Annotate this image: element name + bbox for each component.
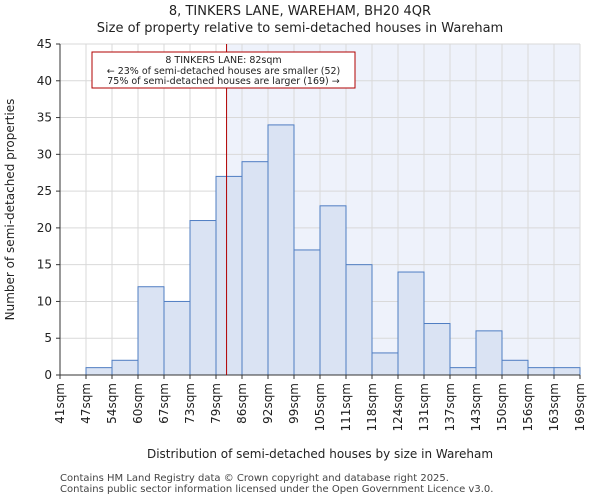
bar (397, 271, 425, 376)
x-tick-label: 137sqm (443, 383, 457, 431)
x-tick-label: 118sqm (365, 383, 379, 431)
x-axis-label: Distribution of semi-detached houses by … (147, 447, 493, 461)
bar (501, 359, 529, 376)
annotation-box (91, 51, 356, 89)
footer-line-1: Contains HM Land Registry data © Crown c… (60, 473, 449, 484)
x-tick-label: 169sqm (573, 383, 587, 431)
y-tick-label: 15 (37, 258, 52, 272)
bar (319, 205, 347, 376)
bar (85, 367, 113, 376)
x-tick-label: 99sqm (287, 383, 301, 424)
x-tick-label: 86sqm (235, 383, 249, 424)
x-tick-label: 124sqm (391, 383, 405, 431)
bar (371, 352, 399, 376)
bar (137, 286, 165, 376)
bar (345, 264, 373, 376)
y-tick-label: 5 (44, 331, 52, 345)
y-tick-label: 20 (37, 221, 52, 235)
x-tick-label: 67sqm (157, 383, 171, 424)
chart-title: 8, TINKERS LANE, WAREHAM, BH20 4QR (168, 4, 432, 19)
bar (423, 323, 451, 376)
x-tick-label: 79sqm (209, 383, 223, 424)
bar (111, 359, 139, 376)
x-tick-label: 163sqm (547, 383, 561, 431)
x-tick-label: 73sqm (183, 383, 197, 424)
y-tick-label: 0 (44, 368, 52, 382)
bar (241, 161, 269, 376)
y-tick-label: 40 (37, 74, 52, 88)
x-tick-label: 156sqm (521, 383, 535, 431)
x-tick-label: 60sqm (131, 383, 145, 424)
bar (215, 175, 243, 376)
annotation-line-2: ← 23% of semi-detached houses are smalle… (107, 66, 341, 77)
y-tick-label: 10 (37, 294, 52, 308)
bar (293, 249, 321, 376)
footer-line-2: Contains public sector information licen… (60, 484, 494, 495)
bar (267, 124, 295, 376)
bar (163, 300, 191, 376)
bar (553, 367, 581, 376)
x-tick-label: 131sqm (417, 383, 431, 431)
annotation-line-1: 8 TINKERS LANE: 82sqm (165, 55, 281, 66)
x-tick-label: 47sqm (79, 383, 93, 424)
y-tick-label: 45 (37, 37, 52, 51)
y-tick-label: 30 (37, 147, 52, 161)
bar (475, 330, 503, 376)
x-tick-label: 150sqm (495, 383, 509, 431)
x-tick-label: 41sqm (53, 383, 67, 424)
x-tick-label: 111sqm (339, 383, 353, 431)
x-tick-label: 143sqm (469, 383, 483, 431)
bar (449, 367, 477, 376)
chart-subtitle: Size of property relative to semi-detach… (96, 21, 504, 36)
y-axis-label: Number of semi-detached properties (3, 99, 17, 321)
x-tick-label: 92sqm (261, 383, 275, 424)
x-tick-label: 54sqm (105, 383, 119, 424)
y-tick-label: 35 (37, 111, 52, 125)
x-tick-label: 105sqm (313, 383, 327, 431)
bar (527, 367, 555, 376)
annotation-line-3: 75% of semi-detached houses are larger (… (107, 76, 340, 87)
y-tick-label: 25 (37, 184, 52, 198)
bar (189, 220, 217, 376)
